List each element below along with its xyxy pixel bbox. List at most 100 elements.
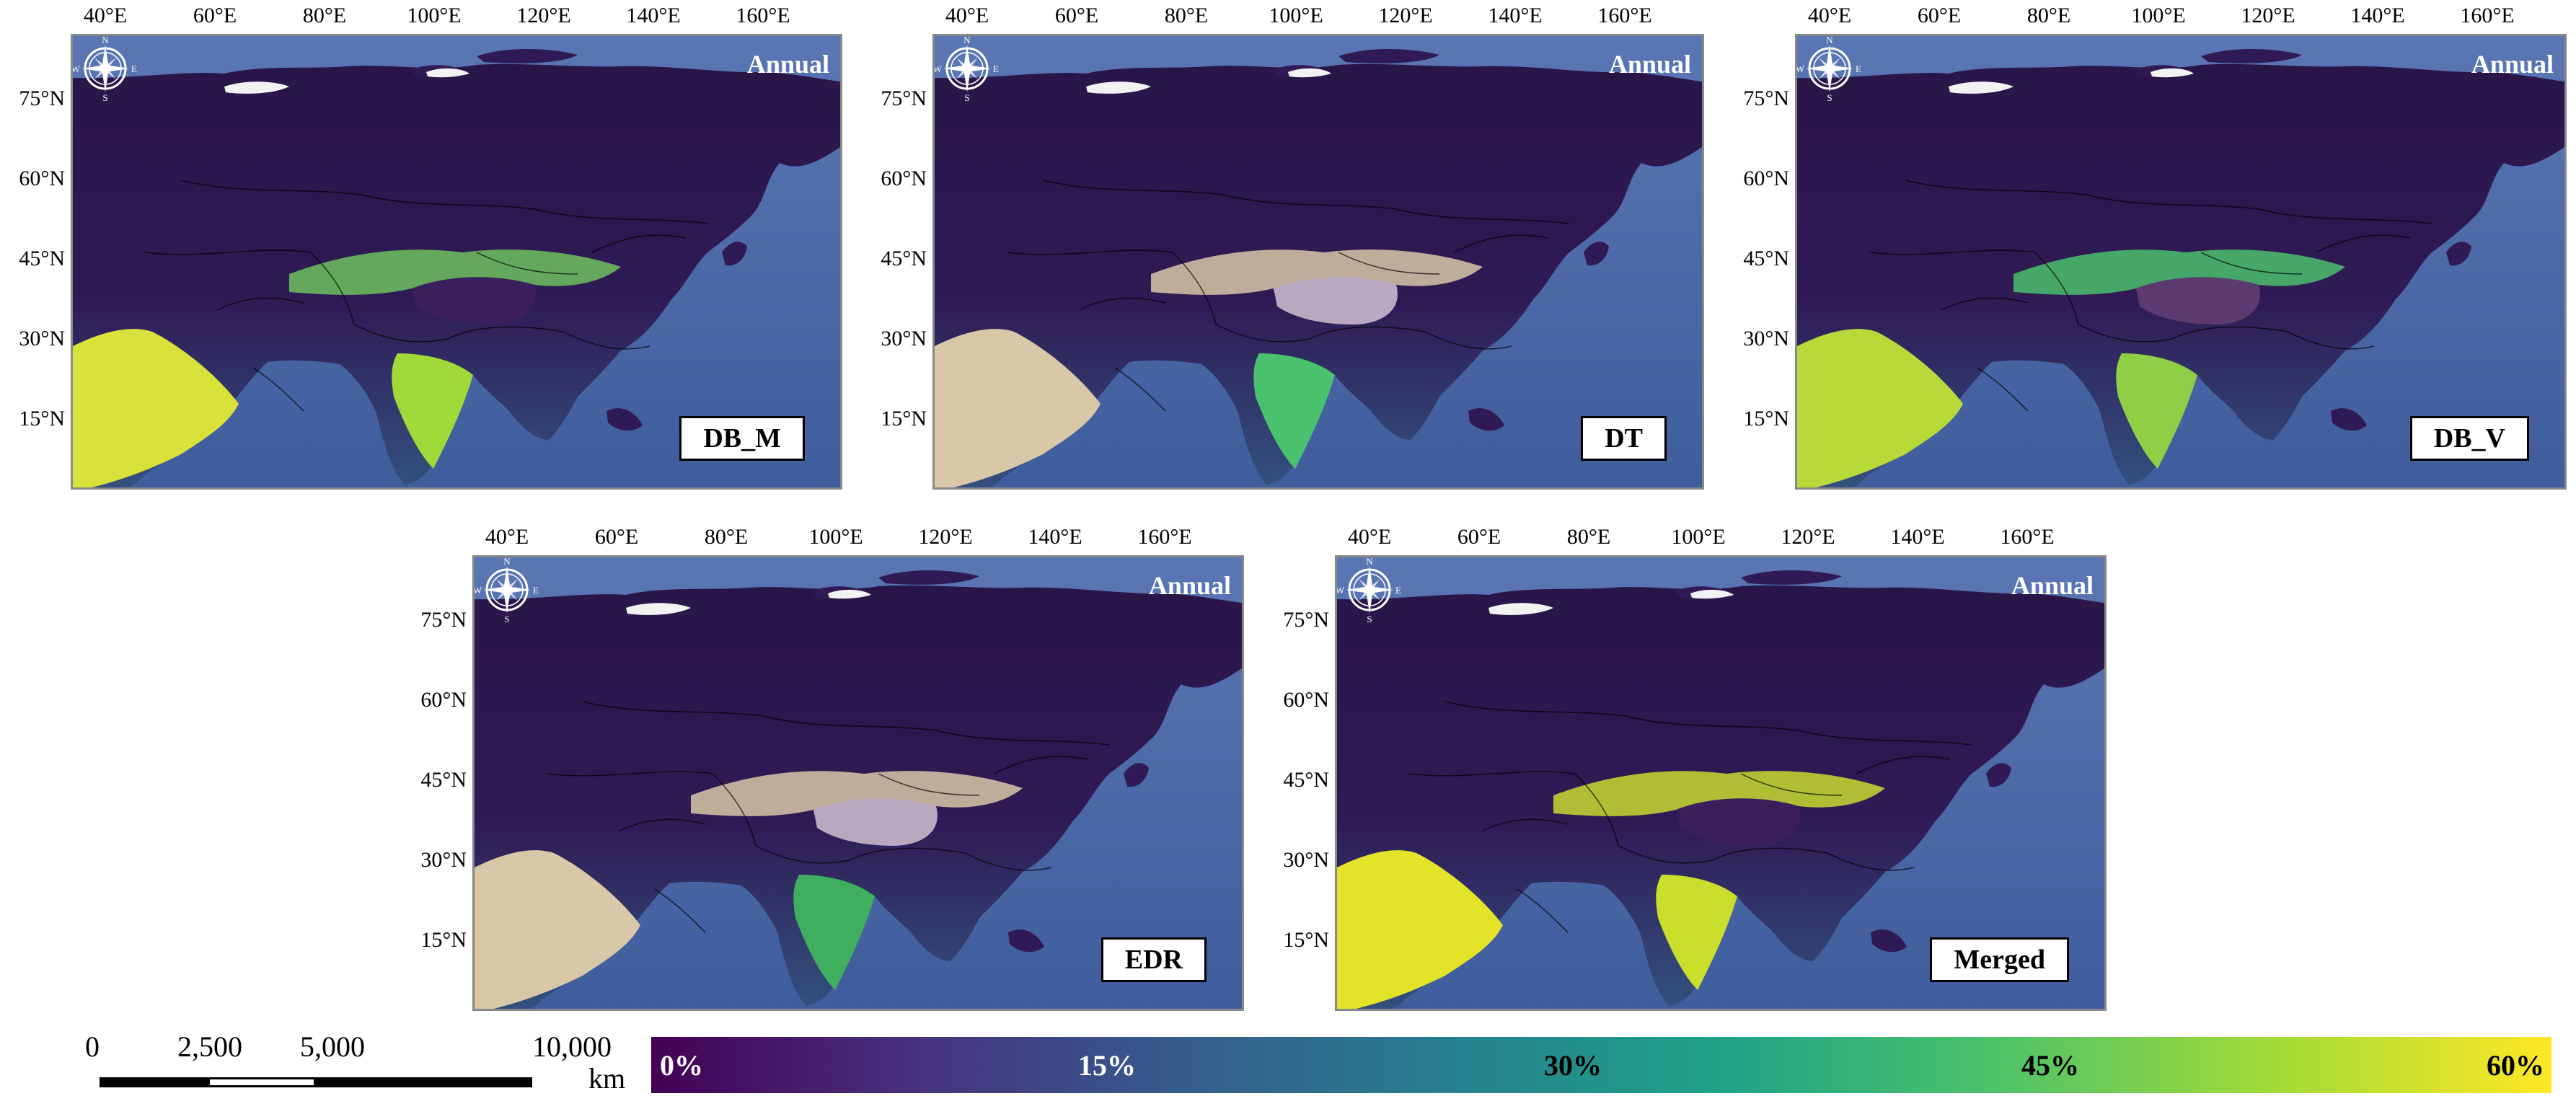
country-border: [878, 773, 980, 796]
country-border: [534, 208, 708, 224]
compass-letter: S: [1367, 614, 1372, 622]
compass-letter: N: [1826, 36, 1833, 45]
map-frame: N S E W: [932, 34, 1704, 490]
central-asia-region: [1151, 249, 1483, 295]
arabia-region: [1337, 850, 1503, 1009]
country-border: [2287, 331, 2375, 350]
south-asia-region: [392, 353, 473, 469]
arabia-region: [73, 329, 239, 487]
south-asia-region: [1656, 875, 1737, 990]
map-frame: N S E W: [472, 555, 1244, 1011]
colorbar-label-60: 60%: [2487, 1049, 2544, 1082]
arctic-ice: [1690, 589, 1734, 599]
island: [1008, 929, 1044, 953]
country-border: [1856, 756, 1951, 774]
scale-segment: [100, 1077, 208, 1087]
country-border: [1172, 252, 1217, 325]
island: [1741, 570, 1842, 585]
country-border: [216, 297, 304, 311]
colorbar-label-0: 0%: [660, 1049, 703, 1082]
map-panel-dt: N S E W 40°E 60°E 80°E 100°E 120°E 140°E 160°E 75…: [881, 4, 1704, 490]
country-border: [1222, 194, 1397, 210]
longitude-tick: 160°E: [2460, 4, 2515, 27]
longitude-tick: 40°E: [1347, 525, 1392, 549]
latitude-tick: 60°N: [420, 688, 467, 712]
island: [722, 242, 747, 266]
season-label: Annual: [2471, 50, 2554, 79]
country-border: [180, 180, 362, 195]
scale-label: 0: [85, 1030, 100, 1063]
country-border: [310, 252, 355, 325]
tibet-region: [1676, 798, 1800, 846]
longitude-tick: 120°E: [2241, 4, 2295, 27]
season-label: Annual: [1608, 50, 1691, 79]
country-border: [1977, 367, 2029, 412]
central-asia-region: [1553, 771, 1885, 816]
arabia-region: [935, 329, 1100, 487]
scale-segment: [208, 1077, 316, 1087]
country-border: [755, 845, 850, 864]
arctic-ice: [2151, 68, 2194, 78]
country-border: [1827, 852, 1915, 871]
compass-letter: N: [503, 557, 511, 567]
longitude-tick: 100°E: [407, 4, 462, 27]
island: [477, 49, 578, 63]
country-border: [1574, 773, 1619, 847]
country-border: [2316, 234, 2411, 253]
season-label: Annual: [746, 50, 829, 79]
longitude-tick: 60°E: [1457, 525, 1501, 549]
arctic-ice: [1086, 81, 1151, 94]
longitude-tick: 140°E: [2350, 4, 2405, 27]
country-border: [654, 888, 706, 933]
island: [1124, 763, 1149, 787]
compass-rose-icon: N S E W: [73, 36, 137, 101]
country-border: [1078, 297, 1166, 311]
tibet-region: [813, 798, 938, 846]
country-border: [447, 326, 564, 340]
arabia-region: [1797, 329, 1963, 487]
country-border: [2200, 252, 2303, 275]
country-border: [476, 252, 578, 275]
longitude-tick: 40°E: [1807, 4, 1852, 27]
scale-bar: 0 2,500 5,000 10,000 km: [85, 1030, 625, 1103]
arctic-ice: [426, 68, 469, 78]
country-border: [252, 367, 304, 412]
map-image: [475, 557, 1242, 1009]
longitude-tick: 120°E: [516, 4, 571, 27]
arabia-region: [475, 850, 640, 1009]
south-asia-region: [793, 875, 875, 990]
south-asia-region: [2116, 353, 2197, 469]
map-image: [1337, 557, 2104, 1009]
central-asia-region: [691, 771, 1023, 816]
latitude-tick: 30°N: [881, 327, 927, 350]
longitude-tick: 60°E: [1917, 4, 1962, 27]
compass-letter: E: [1395, 585, 1401, 596]
longitude-tick: 120°E: [1378, 4, 1433, 27]
country-border: [1424, 331, 1512, 350]
season-label: Annual: [2011, 571, 2094, 600]
country-border: [353, 324, 449, 343]
longitude-tick: 80°E: [704, 525, 749, 549]
longitude-tick: 80°E: [2026, 4, 2071, 27]
country-border: [1309, 326, 1426, 340]
latitude-tick: 60°N: [881, 167, 927, 190]
country-border: [2078, 324, 2173, 343]
longitude-tick: 40°E: [83, 4, 128, 27]
latitude-tick: 75°N: [19, 87, 65, 110]
latitude-tick: 45°N: [1743, 247, 1789, 270]
country-border: [1006, 249, 1173, 255]
compass-letter: S: [1827, 92, 1832, 101]
country-border: [1395, 208, 1570, 224]
longitude-tick: 160°E: [1597, 4, 1652, 27]
country-border: [1618, 845, 1713, 864]
latitude-tick: 45°N: [19, 247, 65, 270]
country-border: [361, 194, 535, 210]
compass-letter: E: [131, 63, 137, 74]
scale-label: 2,500: [177, 1030, 242, 1063]
country-border: [1481, 818, 1569, 832]
longitude-tick: 60°E: [193, 4, 237, 27]
arctic-ice: [828, 589, 871, 599]
colorbar-label-15: 15%: [1078, 1049, 1136, 1082]
island: [1468, 408, 1504, 431]
season-label: Annual: [1148, 571, 1231, 600]
